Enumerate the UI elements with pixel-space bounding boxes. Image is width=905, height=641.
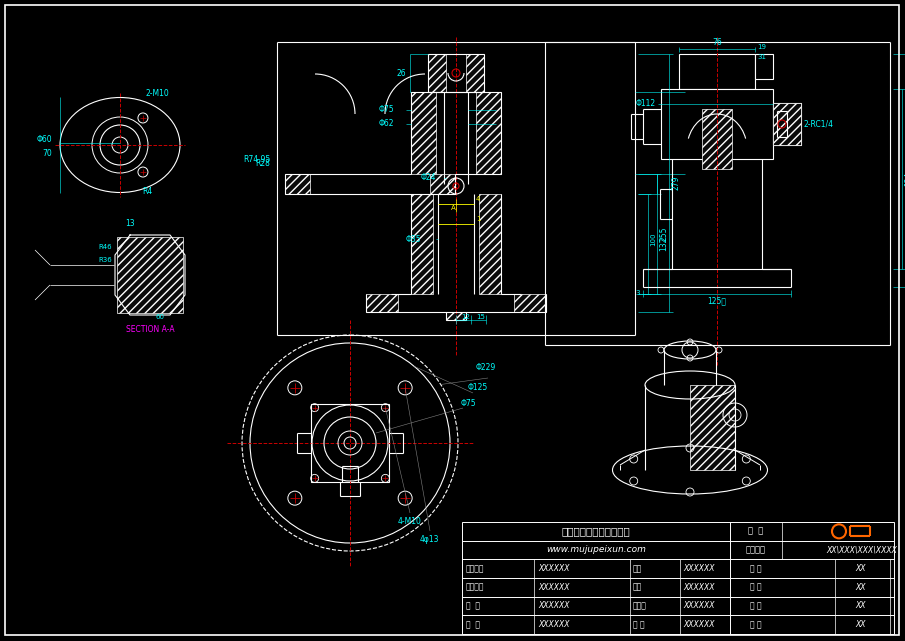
Bar — [117, 237, 183, 313]
Bar — [755, 54, 773, 79]
Text: XX: XX — [856, 564, 866, 573]
Text: R28: R28 — [255, 160, 270, 169]
Text: 设 计: 设 计 — [750, 564, 762, 573]
Bar — [479, 194, 501, 294]
Text: Φ60: Φ60 — [36, 135, 52, 144]
Text: 文档路径: 文档路径 — [746, 545, 766, 554]
Bar — [773, 103, 801, 145]
Text: 2-M10: 2-M10 — [145, 88, 168, 97]
Bar — [773, 103, 801, 145]
Bar — [311, 404, 389, 482]
Text: 124: 124 — [904, 172, 905, 186]
Bar — [690, 385, 735, 470]
Text: XXXXXX: XXXXXX — [683, 601, 715, 610]
Text: Φ75: Φ75 — [461, 399, 477, 408]
Text: XX: XX — [856, 620, 866, 629]
Text: 郑州贞利模具数控工作室: 郑州贞利模具数控工作室 — [562, 526, 631, 537]
Text: R74.95: R74.95 — [243, 154, 271, 163]
Bar — [462, 522, 894, 634]
Text: 31: 31 — [757, 54, 766, 60]
Bar — [514, 294, 546, 312]
Text: XXXXXX: XXXXXX — [538, 564, 569, 573]
Text: XX\XXX\XXX\XXXX: XX\XXX\XXX\XXXX — [826, 545, 898, 554]
Text: 版本: 版本 — [633, 564, 643, 573]
Text: XXXXXX: XXXXXX — [683, 583, 715, 592]
Text: 重  量: 重 量 — [466, 620, 480, 629]
Text: 12: 12 — [461, 314, 470, 320]
Text: 比 例: 比 例 — [633, 620, 644, 629]
Text: 视  角: 视 角 — [748, 527, 764, 536]
Text: 60: 60 — [155, 314, 164, 320]
Text: SECTION A-A: SECTION A-A — [126, 326, 175, 335]
Text: 4-M10: 4-M10 — [398, 517, 422, 526]
Bar — [430, 174, 455, 194]
Text: 页码: 页码 — [633, 583, 643, 592]
Text: 零件名称: 零件名称 — [466, 583, 484, 592]
Text: Φ112: Φ112 — [636, 99, 656, 108]
Text: A: A — [451, 205, 455, 211]
Text: 19: 19 — [757, 44, 766, 50]
Text: Φ75: Φ75 — [379, 106, 395, 115]
Bar — [702, 109, 732, 169]
Text: R4: R4 — [142, 187, 152, 196]
Text: XX: XX — [856, 601, 866, 610]
Bar — [366, 294, 398, 312]
Text: XXXXXX: XXXXXX — [683, 564, 715, 573]
Bar — [285, 174, 310, 194]
Bar — [679, 54, 755, 89]
Bar — [411, 194, 433, 294]
Text: 1: 1 — [476, 216, 481, 222]
Text: 100: 100 — [650, 232, 656, 246]
Text: Φ229: Φ229 — [476, 363, 496, 372]
Text: 26: 26 — [396, 69, 406, 78]
Text: 热处理: 热处理 — [633, 601, 647, 610]
Text: www.mujupeixun.com: www.mujupeixun.com — [546, 545, 646, 554]
Text: 零件编号: 零件编号 — [466, 564, 484, 573]
Bar — [476, 92, 501, 174]
Text: 4φ13: 4φ13 — [420, 535, 440, 544]
Bar — [411, 92, 436, 174]
Text: R36: R36 — [98, 257, 111, 263]
Bar — [661, 89, 773, 159]
Text: Φ24: Φ24 — [421, 174, 436, 183]
Text: 4: 4 — [476, 196, 481, 202]
Text: XXXXXX: XXXXXX — [538, 620, 569, 629]
Text: 13: 13 — [125, 219, 135, 228]
Text: 描 图: 描 图 — [750, 620, 762, 629]
Text: 材  料: 材 料 — [466, 601, 480, 610]
Text: 2-RC1/4: 2-RC1/4 — [803, 119, 833, 128]
Text: XXXXXX: XXXXXX — [538, 583, 569, 592]
Text: 校 对: 校 对 — [750, 601, 762, 610]
Text: XXXXXX: XXXXXX — [538, 601, 569, 610]
Text: R46: R46 — [98, 244, 111, 250]
Bar — [466, 54, 484, 92]
Text: XXXXXX: XXXXXX — [683, 620, 715, 629]
Bar — [446, 312, 466, 320]
Text: 制 图: 制 图 — [750, 583, 762, 592]
Text: 132: 132 — [659, 237, 668, 251]
Text: Φ62: Φ62 — [379, 119, 395, 128]
Text: 70: 70 — [43, 149, 52, 158]
Text: 76: 76 — [712, 38, 722, 47]
Text: Φ125: Φ125 — [468, 383, 489, 392]
Text: 255: 255 — [659, 227, 668, 241]
Text: 15: 15 — [476, 314, 485, 320]
Text: 125宽: 125宽 — [708, 296, 727, 305]
Text: 279: 279 — [671, 176, 680, 190]
Text: XX: XX — [856, 583, 866, 592]
Text: Φ35: Φ35 — [406, 235, 422, 244]
Text: 3: 3 — [635, 290, 640, 296]
Bar — [428, 54, 446, 92]
